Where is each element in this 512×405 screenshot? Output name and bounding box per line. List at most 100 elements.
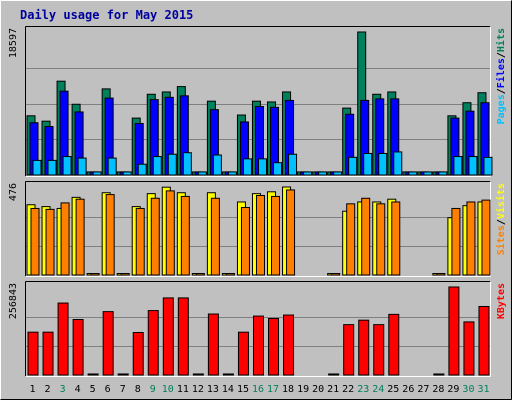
kbytes-bar <box>463 321 475 376</box>
panel-1-legend-entry: Hits <box>495 28 507 52</box>
sites-bar <box>286 189 296 276</box>
kbytes-bar <box>237 331 249 376</box>
panel-1 <box>25 26 493 177</box>
x-tick-label: 27 <box>417 384 429 395</box>
x-tick-label: 11 <box>177 384 189 395</box>
pages-bar <box>212 154 222 176</box>
panel-2-legend-entry: Sites <box>495 225 507 255</box>
x-tick-label: 31 <box>477 384 489 395</box>
x-tick-label: 7 <box>120 384 126 395</box>
panel-3 <box>25 281 491 377</box>
x-tick-label: 29 <box>447 384 459 395</box>
panel-1-legend-entry: / <box>496 52 507 58</box>
sites-bar <box>391 201 401 276</box>
kbytes-bar <box>358 319 370 376</box>
sites-bar <box>45 208 55 276</box>
x-tick-label: 16 <box>252 384 264 395</box>
x-tick-label: 15 <box>237 384 249 395</box>
sites-bar <box>135 207 145 276</box>
sites-bar <box>120 273 130 276</box>
sites-bar <box>481 199 491 276</box>
x-tick-label: 9 <box>150 384 156 395</box>
pages-bar <box>363 152 373 176</box>
x-axis-labels: 1 2 3 4 5 6 7 8 9 10 11 12 13 14 15 16 17 18 19 20 21 22 23 24 2… <box>30 384 490 395</box>
panel-3-legend: KBytes <box>496 283 507 319</box>
kbytes-bar <box>207 313 219 376</box>
kbytes-bar <box>177 297 189 376</box>
kbytes-bar <box>343 324 355 376</box>
x-tick-label: 10 <box>162 384 174 395</box>
sites-bar <box>361 197 371 276</box>
pages-bar <box>453 156 463 176</box>
sites-bar <box>376 203 386 276</box>
x-tick-label: 20 <box>312 384 324 395</box>
sites-bar <box>210 197 220 276</box>
sites-bar <box>451 207 461 276</box>
pages-bar <box>62 156 72 176</box>
panel-1-legend-entry: Pages <box>496 94 507 124</box>
panel-2-legend-entry: Visits <box>495 183 507 219</box>
sites-bar <box>90 273 100 276</box>
pages-bar <box>303 171 313 176</box>
x-tick-label: 2 <box>45 384 51 395</box>
pages-bar <box>242 158 252 176</box>
pages-bar <box>333 171 343 176</box>
panel-1-ymax-label: 18597 <box>8 28 19 58</box>
pages-bar <box>182 152 192 176</box>
x-tick-label: 24 <box>372 384 384 395</box>
sites-bar <box>466 201 476 276</box>
panel-1-legend: Pages/Files/Hits <box>495 28 507 124</box>
x-tick-label: 28 <box>432 384 444 395</box>
pages-bar <box>393 151 403 176</box>
chart-title: Daily usage for May 2015 <box>20 8 193 22</box>
sites-bar <box>75 198 85 276</box>
pages-bar <box>288 153 298 176</box>
x-tick-label: 23 <box>357 384 369 395</box>
sites-bar <box>30 207 40 276</box>
x-tick-label: 5 <box>90 384 96 395</box>
pages-bar <box>137 163 147 176</box>
pages-bar <box>423 171 433 176</box>
x-tick-label: 6 <box>105 384 111 395</box>
kbytes-bar <box>373 324 385 376</box>
kbytes-bar <box>222 373 234 376</box>
sites-bar <box>105 194 115 276</box>
sites-bar <box>240 207 250 276</box>
kbytes-bar <box>27 331 39 376</box>
kbytes-bar <box>192 373 204 376</box>
sites-bar <box>346 203 356 276</box>
sites-bar <box>180 195 190 276</box>
pages-bar <box>257 158 267 176</box>
pages-bar <box>32 159 42 176</box>
pages-bar <box>77 157 87 176</box>
pages-bar <box>273 162 283 176</box>
kbytes-bar <box>388 313 400 376</box>
sites-bar <box>150 197 160 276</box>
panel-2-ymax-label: 476 <box>8 183 19 201</box>
x-tick-label: 30 <box>462 384 474 395</box>
x-tick-label: 17 <box>267 384 279 395</box>
panel-3-legend-entry: KBytes <box>496 283 507 319</box>
pages-bar <box>318 171 328 176</box>
panel-3-ymax-label: 256843 <box>8 283 19 319</box>
kbytes-bar <box>328 373 340 376</box>
kbytes-bar <box>162 297 174 376</box>
x-tick-label: 12 <box>192 384 204 395</box>
sites-bar <box>255 195 265 276</box>
sites-bar <box>436 273 446 276</box>
x-tick-label: 26 <box>402 384 414 395</box>
sites-bar <box>165 190 175 276</box>
kbytes-bar <box>448 286 460 376</box>
pages-bar <box>348 156 358 176</box>
kbytes-bar <box>132 332 144 376</box>
x-tick-label: 13 <box>207 384 219 395</box>
x-tick-label: 3 <box>60 384 66 395</box>
x-tick-label: 22 <box>342 384 354 395</box>
x-tick-label: 19 <box>297 384 309 395</box>
kbytes-bar <box>283 314 295 376</box>
pages-bar <box>152 156 162 176</box>
pages-bar <box>122 171 132 176</box>
kbytes-bar <box>252 315 264 376</box>
kbytes-bar <box>433 373 445 376</box>
x-tick-label: 8 <box>135 384 141 395</box>
